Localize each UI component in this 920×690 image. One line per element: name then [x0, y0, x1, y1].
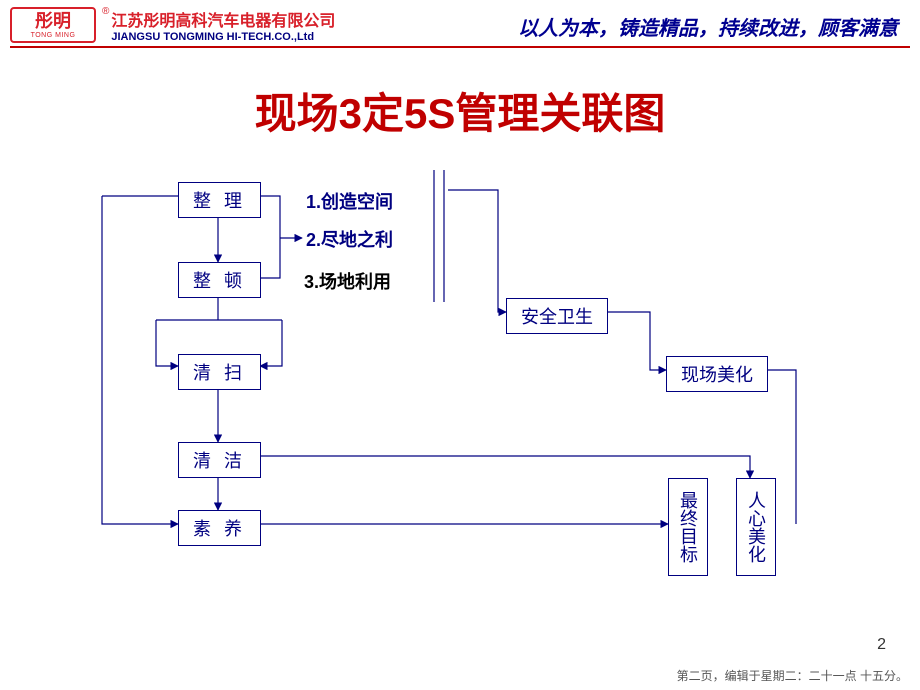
- logo-en: TONG MING: [31, 32, 76, 39]
- node-shitsuke: 素 养: [178, 510, 261, 546]
- annotation-3: 3.场地利用: [304, 268, 391, 294]
- company-name-en: JIANGSU TONGMING HI-TECH.CO.,Ltd: [111, 31, 335, 43]
- header-bar: 彤明 TONG MING ® 江苏彤明高科汽车电器有限公司 JIANGSU TO…: [0, 0, 920, 46]
- registered-mark-icon: ®: [102, 6, 109, 17]
- logo: 彤明 TONG MING: [10, 7, 96, 43]
- node-seiketsu: 清 洁: [178, 442, 261, 478]
- node-seiton: 整 顿: [178, 262, 261, 298]
- annotation-1: 1.创造空间: [306, 188, 393, 214]
- page-title: 现场3定5S管理关联图: [0, 80, 920, 141]
- logo-cn: 彤明: [35, 12, 71, 30]
- annotation-2: 2.尽地之利: [306, 226, 393, 252]
- node-seiri: 整 理: [178, 182, 261, 218]
- node-safety: 安全卫生: [506, 298, 608, 334]
- header-divider: [10, 46, 910, 48]
- company-name-cn: 江苏彤明高科汽车电器有限公司: [111, 7, 335, 31]
- slogan: 以人为本，铸造精品，持续改进，顾客满意: [518, 12, 898, 41]
- node-final-goal: 最终目标: [668, 478, 708, 576]
- node-heart-beautify: 人心美化: [736, 478, 776, 576]
- node-seiso: 清 扫: [178, 354, 261, 390]
- node-beautify: 现场美化: [666, 356, 768, 392]
- page-number: 2: [877, 636, 886, 654]
- flowchart: 整 理 整 顿 清 扫 清 洁 素 养 安全卫生 现场美化 最终目标 人心美化 …: [90, 170, 890, 640]
- company-block: 江苏彤明高科汽车电器有限公司 JIANGSU TONGMING HI-TECH.…: [111, 7, 335, 43]
- footer-note: 第二页，编辑于星期二：二十一点 十五分。: [677, 667, 908, 684]
